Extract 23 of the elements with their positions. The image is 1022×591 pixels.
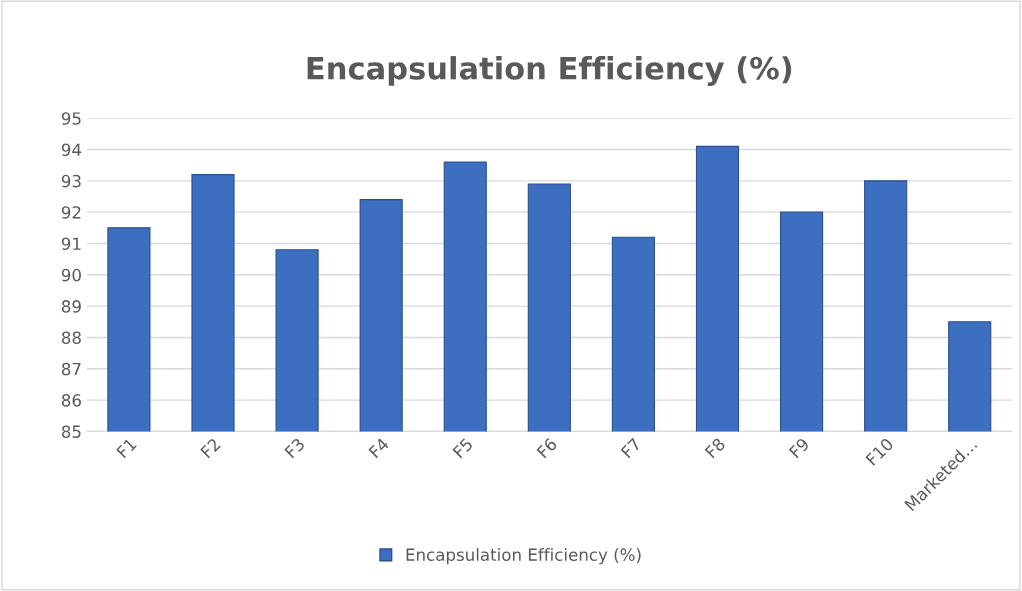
- y-tick-label: 88: [61, 331, 81, 345]
- y-tick-label: 86: [61, 394, 81, 407]
- x-tick-label: F2: [200, 437, 221, 459]
- x-tick-label: F8: [704, 437, 726, 459]
- y-tick-label: 91: [61, 237, 81, 251]
- x-tick-label: F10: [865, 437, 894, 467]
- y-tick-label: 90: [61, 268, 81, 282]
- y-tick-label: 93: [61, 174, 81, 188]
- x-tick-label: F9: [788, 437, 810, 459]
- chart-title: Encapsulation Efficiency (%): [307, 56, 792, 86]
- y-tick-label: 89: [61, 300, 81, 313]
- x-tick-label: F1: [116, 437, 137, 459]
- y-tick-label: 95: [61, 112, 81, 125]
- x-tick-label: F4: [368, 437, 390, 459]
- x-tick-label: F3: [284, 437, 306, 459]
- x-tick-label: F6: [536, 437, 558, 459]
- y-tick-label: 85: [61, 425, 81, 438]
- y-tick-label: 92: [61, 206, 81, 219]
- x-tick-label: F7: [620, 437, 642, 459]
- y-tick-label: 87: [61, 362, 81, 376]
- y-tick-label: 94: [61, 143, 82, 157]
- legend-label: Encapsulation Efficiency (%): [406, 548, 641, 565]
- x-tick-label: F5: [452, 437, 474, 459]
